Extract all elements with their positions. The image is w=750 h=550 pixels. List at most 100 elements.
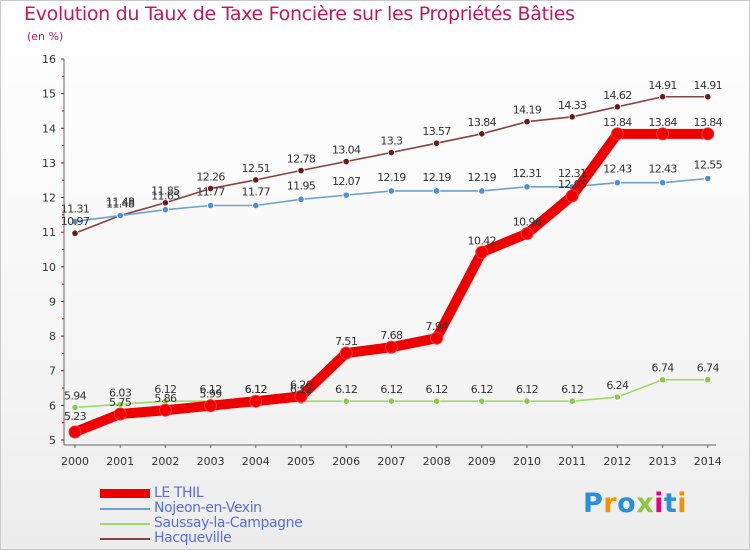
data-point (658, 93, 667, 101)
data-point (432, 139, 441, 147)
data-label: 11.77 (196, 186, 225, 199)
data-point (207, 184, 215, 193)
data-point (658, 376, 667, 384)
legend-swatch (100, 523, 150, 525)
data-label: 13.04 (332, 144, 361, 157)
data-point (704, 174, 712, 183)
y-tick-label: 13 (42, 157, 56, 170)
data-point (207, 201, 215, 210)
legend-label: LE THIL (154, 485, 204, 501)
data-label: 7.51 (335, 335, 357, 348)
data-label: 5.94 (64, 389, 87, 402)
data-label: 5.99 (200, 388, 223, 401)
data-point (71, 403, 79, 412)
y-tick-label: 15 (42, 88, 56, 101)
data-label: 14.33 (558, 99, 587, 112)
data-point (387, 397, 395, 405)
data-label: 11.77 (242, 186, 271, 199)
data-point (478, 397, 486, 405)
data-point (432, 187, 441, 195)
data-point (523, 397, 531, 405)
data-label: 6.12 (380, 383, 402, 396)
data-point (384, 340, 398, 354)
data-label: 10.97 (61, 215, 90, 228)
data-label: 6.03 (109, 386, 132, 399)
data-label: 12.19 (468, 171, 497, 184)
legend-swatch (100, 538, 150, 540)
data-point (523, 183, 531, 191)
logo-letter: i (677, 488, 688, 519)
data-point (252, 201, 260, 210)
proxiti-logo: Proxiti (583, 488, 687, 519)
logo-letter: o (617, 488, 637, 519)
data-point (520, 227, 534, 241)
data-label: 11.95 (287, 179, 316, 192)
data-point (704, 93, 712, 101)
y-tick-label: 9 (49, 295, 56, 308)
x-tick-label: 2000 (61, 455, 89, 468)
data-label: 5.23 (64, 410, 87, 423)
data-point (568, 397, 576, 405)
x-tick-label: 2014 (694, 455, 722, 468)
x-tick-label: 2013 (649, 455, 677, 468)
data-point (252, 176, 260, 184)
data-label: 10.96 (513, 216, 542, 229)
x-tick-label: 2005 (287, 455, 315, 468)
data-label: 6.26 (290, 378, 313, 391)
data-label: 7.94 (426, 320, 449, 333)
data-label: 6.12 (200, 383, 222, 396)
data-point (158, 403, 172, 417)
data-label: 12.31 (513, 167, 542, 180)
data-label: 6.12 (516, 383, 538, 396)
x-tick-label: 2002 (151, 455, 179, 468)
chart-unit-label: (en %) (27, 30, 64, 43)
data-point (342, 191, 350, 199)
data-point (297, 195, 305, 203)
data-label: 13.84 (603, 116, 632, 129)
data-label: 6.24 (606, 379, 629, 392)
data-label: 11.65 (151, 190, 180, 203)
logo-letter: r (603, 488, 618, 519)
x-tick-label: 2011 (558, 455, 586, 468)
data-label: 5.75 (109, 396, 132, 409)
data-label: 5.86 (154, 392, 177, 405)
x-tick-label: 2012 (603, 455, 631, 468)
data-point (432, 397, 441, 405)
data-point (704, 376, 712, 384)
data-label: 12.55 (694, 158, 723, 171)
data-label: 13.57 (422, 125, 451, 138)
x-tick-label: 2010 (513, 455, 541, 468)
x-tick-label: 2006 (332, 455, 360, 468)
data-point (387, 148, 395, 157)
data-label: 12.31 (558, 167, 587, 180)
data-label: 12.43 (603, 163, 632, 176)
legend-label: Nojeon-en-Vexin (154, 500, 262, 516)
data-point (523, 118, 531, 126)
data-label: 12.19 (377, 171, 406, 184)
data-point (475, 245, 489, 259)
data-label: 6.74 (652, 362, 675, 375)
data-label: 12.05 (558, 178, 587, 191)
data-point (71, 217, 79, 226)
x-tick-label: 2008 (423, 455, 451, 468)
y-tick-label: 10 (42, 261, 56, 274)
x-tick-label: 2009 (468, 455, 496, 468)
data-point (161, 206, 169, 214)
data-point (610, 127, 624, 141)
data-point (204, 399, 218, 413)
x-tick-label: 2003 (197, 455, 225, 468)
data-label: 13.84 (468, 116, 497, 129)
y-tick-label: 14 (42, 122, 56, 135)
data-label: 14.91 (648, 79, 677, 92)
data-point (297, 166, 305, 175)
data-point (161, 199, 169, 207)
legend-swatch (100, 508, 150, 510)
data-point (701, 127, 715, 141)
data-label: 11.48 (106, 196, 135, 209)
logo-letter: x (636, 488, 655, 519)
data-label: 6.12 (335, 383, 357, 396)
data-point (339, 346, 353, 360)
y-tick-label: 5 (49, 434, 56, 447)
data-label: 6.12 (245, 383, 267, 396)
